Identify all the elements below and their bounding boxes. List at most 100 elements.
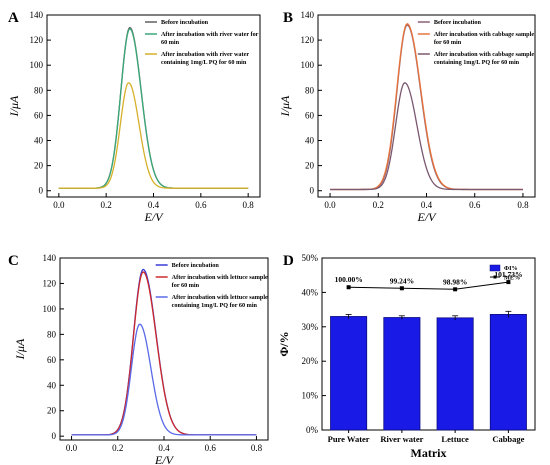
x-axis-label: E/V xyxy=(144,210,165,224)
y-tick-label: 20 xyxy=(47,406,57,416)
series-line-1 xyxy=(330,24,523,191)
me-marker xyxy=(399,286,404,291)
y-tick-label: 80 xyxy=(34,85,44,95)
bar-4 xyxy=(489,314,527,431)
y-tick-label: 10% xyxy=(302,391,319,401)
panel-letter: B xyxy=(283,10,293,26)
y-tick-label: 20 xyxy=(34,161,44,171)
panel-letter: D xyxy=(283,253,294,269)
legend-label: Before incubation xyxy=(161,19,209,26)
y-tick-label: 20 xyxy=(305,161,315,171)
panel-letter: A xyxy=(8,10,19,26)
y-tick-label: 60 xyxy=(34,110,44,120)
y-axis-label: I/μA xyxy=(278,95,292,117)
me-marker xyxy=(346,285,351,290)
legend-label-line: After incubation with cabbage sample xyxy=(434,31,535,38)
legend-label-line: After incubation with river water xyxy=(161,51,249,58)
me-value-label: 98.98% xyxy=(443,277,467,286)
x-tick-label: 0.4 xyxy=(148,200,160,210)
x-axis-label: Matrix xyxy=(411,446,447,460)
bar-2 xyxy=(383,317,421,431)
y-tick-label: 40 xyxy=(34,136,44,146)
legend-label-line: containing 1mg/L PQ for 60 min xyxy=(434,59,520,66)
x-axis-label: E/V xyxy=(417,210,438,224)
legend-label: ME% xyxy=(504,275,520,282)
series-line-3 xyxy=(71,323,257,436)
x-tick-label: 0.4 xyxy=(158,443,170,453)
x-tick-label: 0.8 xyxy=(251,443,263,453)
category-label: River water xyxy=(380,434,423,444)
y-tick-label: 60 xyxy=(305,110,315,120)
bar-1 xyxy=(330,316,368,431)
legend-label: After incubation with lettuce sample cont… xyxy=(172,294,268,309)
series-line-2 xyxy=(330,23,523,191)
legend-label: ΦI% xyxy=(504,265,518,272)
legend-label-line: Before incubation xyxy=(172,262,220,269)
legend: Before incubation After incubation with r… xyxy=(144,19,259,66)
y-tick-label: 140 xyxy=(43,253,57,263)
x-tick-label: 0.8 xyxy=(243,200,255,210)
legend-label: After incubation with river water contain… xyxy=(161,51,249,66)
legend-label: Before incubation xyxy=(434,19,482,26)
legend-label-line: for 60 min xyxy=(172,282,200,289)
legend-swatch-bar xyxy=(489,264,501,272)
x-tick-label: 0.2 xyxy=(373,200,384,210)
x-tick-label: 0.6 xyxy=(195,200,207,210)
x-tick-label: 0.6 xyxy=(205,443,217,453)
legend-label-line: containing 1mg/L PQ for 60 min xyxy=(161,59,247,66)
legend-label: After incubation with cabbage sample cont… xyxy=(434,51,535,66)
y-tick-label: 40 xyxy=(47,380,57,390)
y-tick-label: 20% xyxy=(302,356,319,366)
y-tick-label: 100 xyxy=(30,60,44,70)
y-tick-label: 0 xyxy=(52,431,57,441)
x-tick-label: 0.2 xyxy=(101,200,112,210)
legend-label-line: After incubation with lettuce sample xyxy=(172,294,268,301)
panel-b: B 0.0 0.2 0.4 0.6 0.8 0 20 40 60 80 100 120 140 E/V I/μ… xyxy=(278,10,536,224)
y-tick-label: 120 xyxy=(30,35,44,45)
y-tick-label: 140 xyxy=(301,10,315,20)
panel-a: A 0.0 0.2 0.4 0.6 0.8 0 20 40 60 80 100 120 140 E/V I/μ… xyxy=(7,10,261,224)
y-tick-label: 80 xyxy=(305,85,315,95)
legend-label-line: After incubation with river water for xyxy=(161,31,259,38)
y-axis-label: I/μA xyxy=(7,95,21,117)
me-value-label: 100.00% xyxy=(335,275,363,284)
category-label: Pure Water xyxy=(328,434,370,444)
x-tick-label: 0.8 xyxy=(517,200,529,210)
bar-3 xyxy=(436,317,474,431)
plot-frame xyxy=(321,257,536,431)
y-tick-label: 120 xyxy=(43,278,57,288)
x-axis-label: E/V xyxy=(154,453,175,465)
legend-label: After incubation with river water for 60 … xyxy=(161,31,259,46)
panel-d: D 0% 10% 20% 30% 40% 50% Pure Water River water L… xyxy=(277,253,536,460)
y-tick-label: 50% xyxy=(302,253,319,263)
me-value-label: 99.24% xyxy=(390,276,414,285)
y-tick-label: 140 xyxy=(30,10,44,20)
legend-label-line: 60 min xyxy=(161,39,180,46)
category-label: Cabbage xyxy=(492,434,524,444)
y-tick-label: 40% xyxy=(302,287,319,297)
series-line-3 xyxy=(330,82,523,191)
legend-label-line: Before incubation xyxy=(161,19,209,26)
legend: Before incubation After incubation with c… xyxy=(417,19,535,66)
y-tick-label: 120 xyxy=(301,35,315,45)
legend-swatch-marker xyxy=(493,275,497,279)
x-tick-label: 0.2 xyxy=(112,443,123,453)
plot-frame xyxy=(59,257,269,441)
legend-label-line: for 60 min xyxy=(434,39,462,46)
x-tick-label: 0.6 xyxy=(469,200,481,210)
me-marker xyxy=(506,280,511,285)
legend: Before incubation After incubation with l… xyxy=(155,262,268,309)
y-axis-label: Φ/% xyxy=(277,331,291,356)
category-label: Lettuce xyxy=(441,434,469,444)
legend-label-line: Before incubation xyxy=(434,19,482,26)
legend-label-line: After incubation with cabbage sample xyxy=(434,51,535,58)
y-tick-label: 0 xyxy=(310,186,315,196)
legend-label-line: containing 1mg/L PQ for 60 min xyxy=(172,302,258,309)
panel-letter: C xyxy=(8,253,19,269)
x-tick-label: 0.4 xyxy=(421,200,433,210)
x-tick-label: 0.0 xyxy=(324,200,336,210)
legend-label-line: After incubation with lettuce sample xyxy=(172,274,268,281)
panel-c: C 0.0 0.2 0.4 0.6 0.8 0 20 40 60 80 100 120 140 E/V I/μ… xyxy=(8,253,269,465)
legend: ΦI% ME% xyxy=(489,264,520,282)
